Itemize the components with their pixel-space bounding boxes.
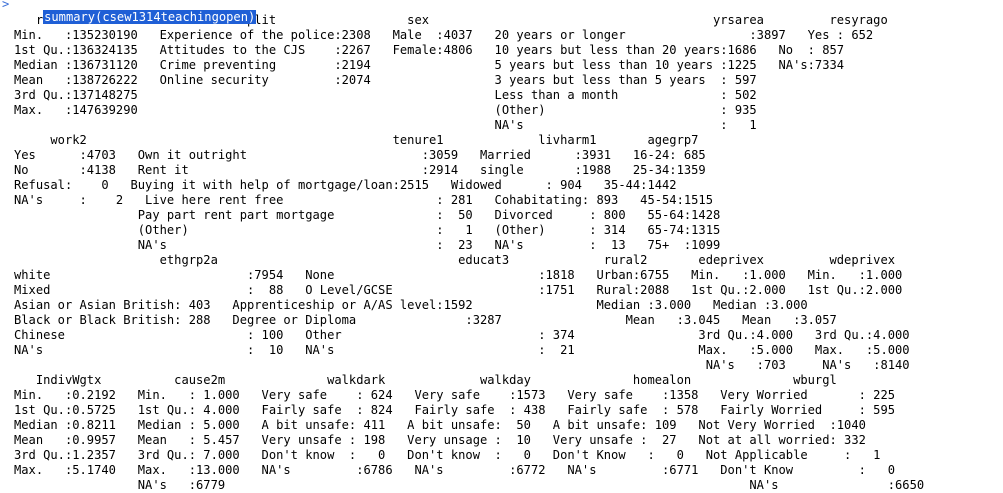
output-line: No :4138 Rent it :2914 single :1988 25-3… bbox=[14, 163, 706, 177]
summary-command[interactable]: summary(csew1314teachingopen) bbox=[43, 10, 257, 24]
command-line[interactable]: > summary(csew1314teachingopen) bbox=[2, 0, 1003, 24]
output-line: white :7954 None :1818 Urban:6755 Min. :… bbox=[14, 268, 903, 282]
output-line: NA's : 2 Live here rent free : 281 Cohab… bbox=[14, 193, 713, 207]
output-line: Min. :0.2192 Min. : 1.000 Very safe : 62… bbox=[14, 388, 896, 402]
output-line: work2 tenure1 livharm1 agegrp7 bbox=[14, 133, 699, 147]
output-line: NA's : 23 NA's : 13 75+ :1099 bbox=[14, 238, 721, 252]
output-line: 3rd Qu.:1.2357 3rd Qu.: 7.000 Don't know… bbox=[14, 448, 881, 462]
output-line: Min. :135230190 Experience of the police… bbox=[14, 28, 874, 42]
output-line: Asian or Asian British: 403 Apprenticesh… bbox=[14, 298, 808, 312]
output-line: Max. :5.1740 Max. :13.000 NA's :6786 NA'… bbox=[14, 463, 896, 477]
output-line: Yes :4703 Own it outright :3059 Married … bbox=[14, 148, 706, 162]
output-line: Chinese : 100 Other : 374 3rd Qu.:4.000 … bbox=[14, 328, 910, 342]
output-line: Mixed : 88 O Level/GCSE :1751 Rural:2088… bbox=[14, 283, 903, 297]
output-line: Refusal: 0 Buying it with help of mortga… bbox=[14, 178, 677, 192]
output-line: NA's : 10 NA's : 21 Max. :5.000 Max. :5.… bbox=[14, 343, 910, 357]
output-line: (Other) : 1 (Other) : 314 65-74:1315 bbox=[14, 223, 721, 237]
output-line: Black or Black British: 288 Degree or Di… bbox=[14, 313, 837, 327]
output-line: 1st Qu.:0.5725 1st Qu.: 4.000 Fairly saf… bbox=[14, 403, 896, 417]
output-line: Max. :147639290 (Other) : 935 bbox=[14, 103, 757, 117]
output-line: 3rd Qu.:137148275 Less than a month : 50… bbox=[14, 88, 757, 102]
output-line: ethgrp2a educat3 rural2 edeprivex wdepri… bbox=[14, 253, 896, 267]
output-line: IndivWgtx cause2m walkdark walkday homea… bbox=[14, 373, 837, 387]
output-line: Median :136731120 Crime preventing :2194… bbox=[14, 58, 845, 72]
output-line: Mean :0.9957 Mean : 5.457 Very unsafe : … bbox=[14, 433, 866, 447]
output-line: Pay part rent part mortgage : 50 Divorce… bbox=[14, 208, 721, 222]
summary-output: rowlabel split sex yrsarea resyrago Min. … bbox=[14, 13, 1003, 493]
output-line: NA's :6779 NA's :6650 bbox=[14, 478, 925, 492]
console-prompt: > bbox=[2, 0, 10, 11]
output-line: Mean :138726222 Online security :2074 3 … bbox=[14, 73, 757, 87]
output-line: NA's : 1 bbox=[14, 118, 757, 132]
output-line: 1st Qu.:136324135 Attitudes to the CJS :… bbox=[14, 43, 845, 57]
output-line: Median :0.8211 Median : 5.000 A bit unsa… bbox=[14, 418, 866, 432]
output-line: NA's :703 NA's :8140 bbox=[14, 358, 910, 372]
